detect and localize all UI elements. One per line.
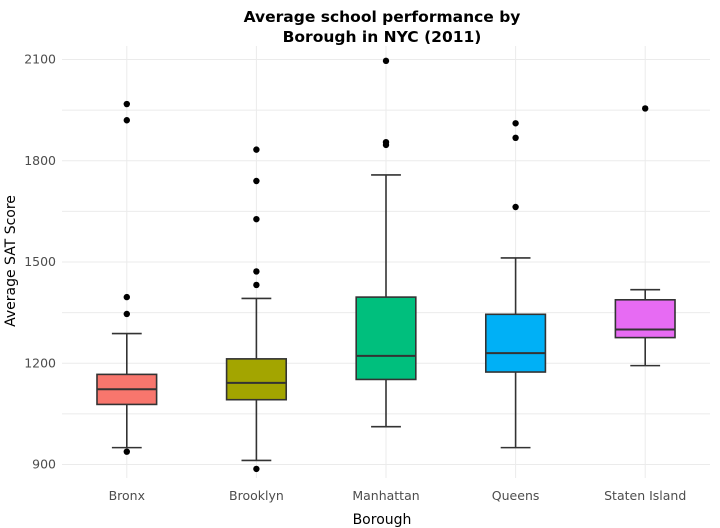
boxes — [96, 57, 676, 473]
outlier-point — [382, 57, 390, 65]
outlier-point — [123, 448, 130, 455]
outlier-point — [512, 120, 519, 127]
outlier-point — [123, 310, 130, 318]
x-tick-label: Bronx — [109, 488, 145, 503]
outlier-point — [253, 177, 260, 185]
outlier-point — [512, 203, 519, 211]
x-tick-label: Brooklyn — [229, 488, 284, 503]
outlier-point — [512, 134, 519, 141]
outlier-point — [642, 105, 649, 112]
box-body — [484, 313, 547, 373]
x-tick-label: Manhattan — [352, 488, 419, 503]
box-body — [614, 298, 676, 339]
outlier-point — [123, 117, 130, 124]
x-axis-title: Borough — [353, 512, 412, 528]
chart-title-line-2: Borough in NYC (2011) — [283, 28, 482, 46]
y-tick-label: 1500 — [24, 254, 56, 269]
y-tick-label: 900 — [32, 457, 56, 472]
y-tick-label: 1800 — [24, 153, 56, 168]
outlier-point — [253, 281, 260, 289]
box-staten-island — [614, 105, 676, 367]
chart-title-line-1: Average school performance by — [244, 8, 521, 26]
axis-ticks: 900 1200 1500 1800 2100 Bronx Brooklyn Manhatta… — [24, 52, 686, 504]
outlier-point — [253, 215, 260, 223]
outlier-point — [382, 138, 390, 146]
box-bronx — [96, 100, 158, 455]
y-tick-label: 2100 — [24, 52, 56, 67]
box-body — [225, 358, 288, 401]
outlier-point — [253, 146, 260, 153]
outlier-point — [253, 465, 260, 473]
box-manhattan — [355, 57, 417, 428]
outlier-point — [123, 293, 130, 301]
outlier-point — [123, 100, 130, 108]
box-brooklyn — [225, 146, 288, 473]
y-tick-label: 1200 — [24, 355, 56, 370]
y-axis-title: Average SAT Score — [3, 195, 19, 327]
x-tick-label: Staten Island — [604, 488, 686, 503]
box-body — [355, 296, 417, 381]
box-queens — [484, 120, 547, 449]
outlier-point — [253, 268, 260, 275]
x-tick-label: Queens — [492, 488, 540, 503]
